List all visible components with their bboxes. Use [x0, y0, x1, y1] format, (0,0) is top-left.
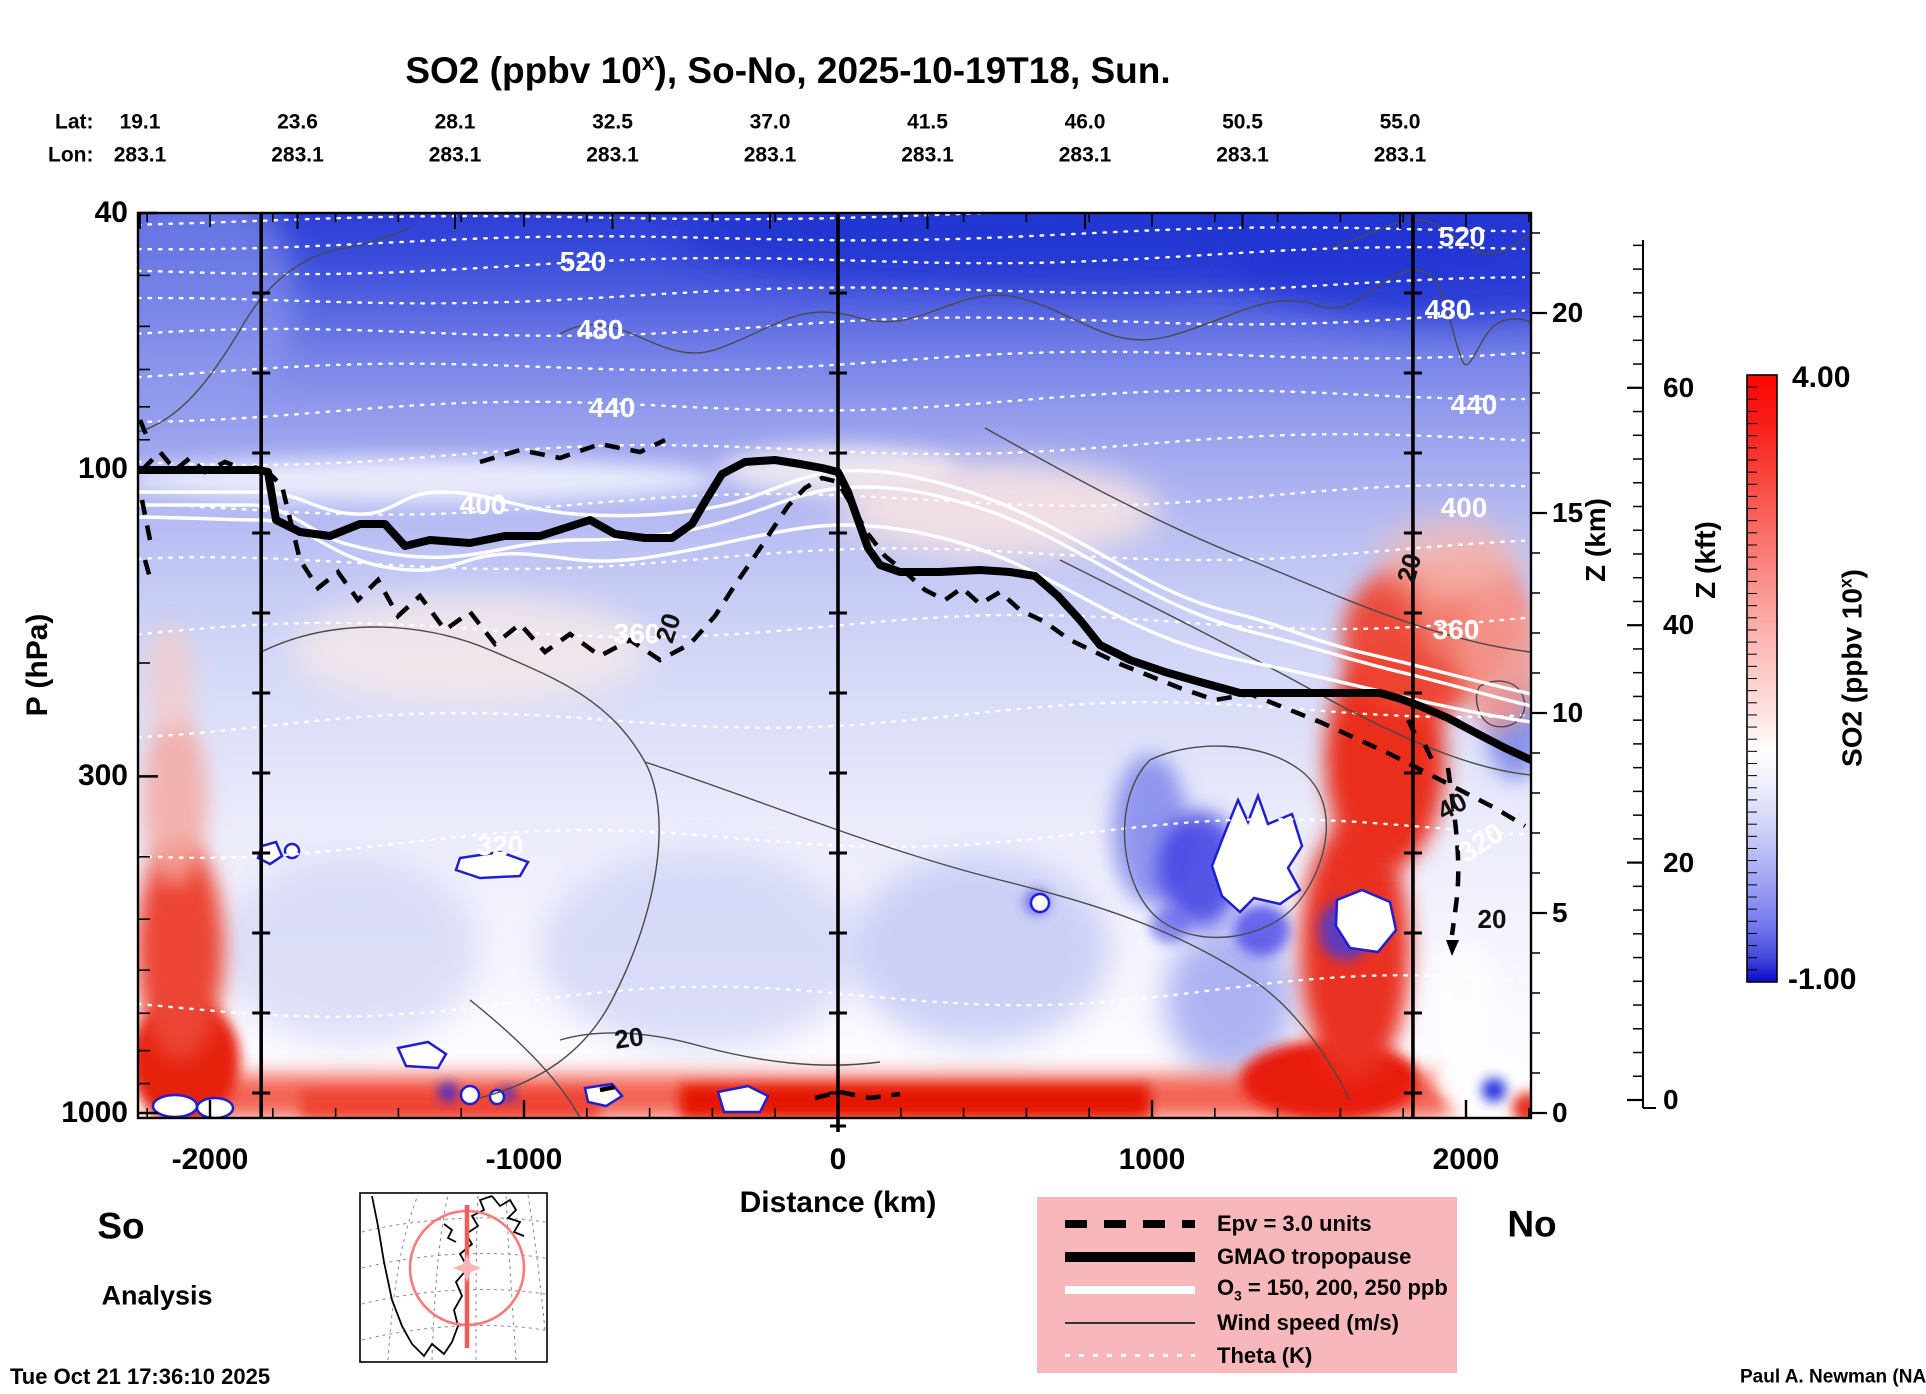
- legend-swatch-thick-white-icon: [1065, 1285, 1195, 1294]
- legend-swatch-thin-gray-icon: [1065, 1321, 1195, 1324]
- legend-swatch-thick-black-icon: [1065, 1251, 1195, 1262]
- epv-contour: [138, 419, 1527, 1101]
- legend-row: Epv = 3.0 units: [1037, 1207, 1457, 1240]
- legend-label: GMAO tropopause: [1217, 1243, 1412, 1269]
- map-coastline: [371, 1195, 525, 1358]
- axes-frame: [136, 211, 1656, 1120]
- north-end-label: No: [1507, 1203, 1557, 1245]
- legend-row: GMAO tropopause: [1037, 1240, 1457, 1273]
- legend-label: O3 = 150, 200, 250 ppb: [1217, 1275, 1448, 1304]
- zkm-axis-title: Z (km): [1580, 498, 1611, 582]
- clean-air-holes: [151, 792, 1398, 1118]
- analysis-label: Analysis: [101, 1280, 213, 1311]
- colorbar-min-label: -1.00: [1788, 963, 1857, 996]
- so2-filled-contours: [138, 213, 1531, 1118]
- map-inset: [359, 1192, 548, 1363]
- ozone-contours: [138, 468, 1531, 724]
- legend-swatch-dotted-white-icon: [1065, 1354, 1195, 1357]
- zkft-axis-title: Z (kft): [1690, 521, 1721, 599]
- lon-row-label: Lon:: [48, 143, 94, 167]
- legend-row: O3 = 150, 200, 250 ppb: [1037, 1273, 1457, 1306]
- theta-contours: [138, 213, 1526, 1018]
- legend-row: Wind speed (m/s): [1037, 1306, 1457, 1339]
- legend-row: Theta (K): [1037, 1339, 1457, 1372]
- colorbar-max-label: 4.00: [1792, 361, 1851, 394]
- colorbar: [1746, 374, 1778, 983]
- distance-axis-title: Distance (km): [739, 1186, 937, 1219]
- timestamp: Tue Oct 21 17:36:10 2025: [10, 1364, 271, 1389]
- legend-swatch-dashed-black-icon: [1065, 1219, 1195, 1228]
- map-center-star-icon: [453, 1254, 481, 1282]
- colorbar-title: SO2 (ppbv 10x): [1835, 569, 1868, 767]
- credit: Paul A. Newman (NASA: [1740, 1366, 1926, 1388]
- pressure-axis-title: P (hPa): [21, 613, 54, 717]
- legend-label: Wind speed (m/s): [1217, 1309, 1399, 1335]
- page-title: SO2 (ppbv 10x), So-No, 2025-10-19T18, Su…: [405, 48, 1171, 92]
- lat-row-label: Lat:: [55, 110, 94, 134]
- epv-arrowhead: [1446, 940, 1459, 956]
- legend-label: Theta (K): [1217, 1342, 1313, 1368]
- profile-marker-lines: [252, 213, 1422, 1132]
- gmao-tropopause-line: [138, 456, 1531, 764]
- south-end-label: So: [97, 1205, 145, 1247]
- legend-box: Epv = 3.0 units GMAO tropopause O3 = 150, …: [1037, 1197, 1457, 1373]
- legend-label: Epv = 3.0 units: [1217, 1210, 1372, 1236]
